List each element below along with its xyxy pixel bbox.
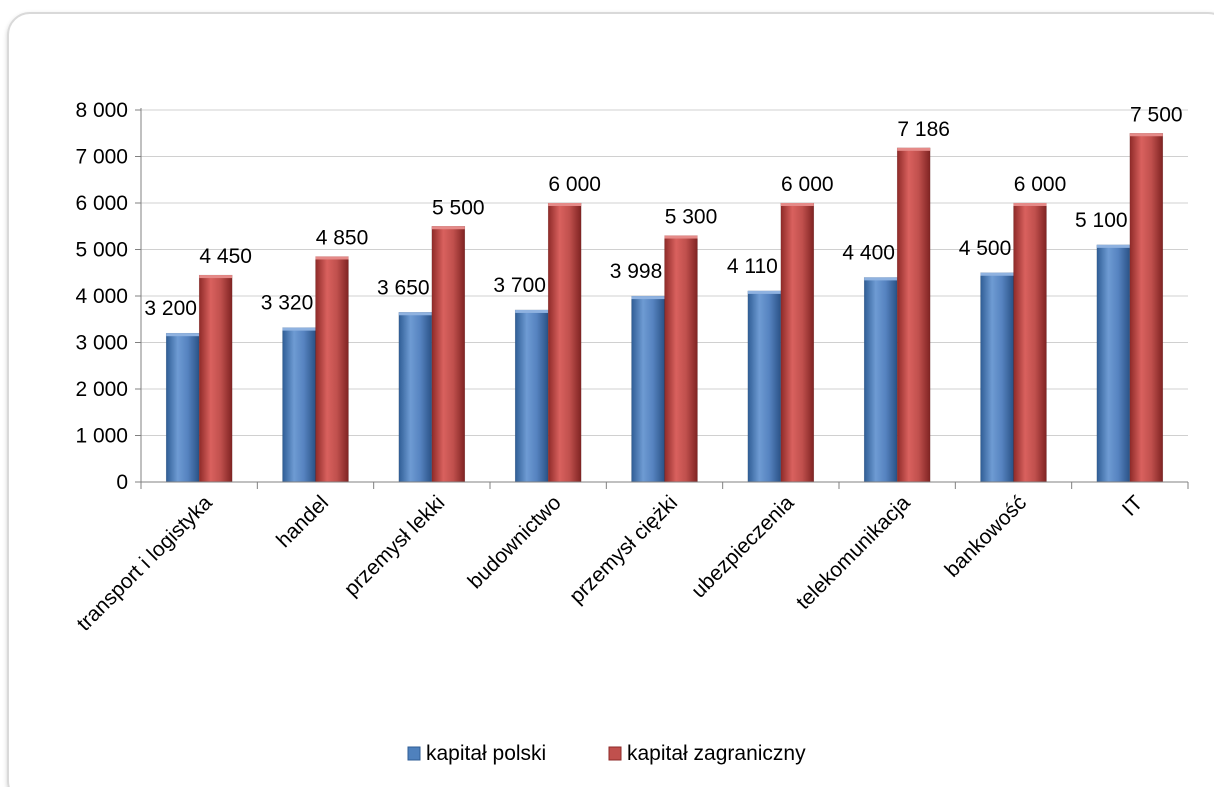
data-label: 3 320 [261, 292, 314, 315]
data-label: 3 998 [610, 260, 663, 283]
y-tick-label: 7 000 [75, 146, 128, 169]
data-label: 3 200 [144, 297, 197, 320]
bar-kapital-zagraniczny [1013, 202, 1047, 483]
data-label: 6 000 [548, 173, 601, 196]
bar-kapital-polski [863, 277, 898, 483]
y-tick-label: 1 000 [75, 425, 128, 448]
y-tick-label: 5 000 [75, 239, 128, 262]
legend-swatch-kapital-polski [407, 746, 421, 761]
legend-label-kapital-polski: kapitał polski [426, 742, 546, 765]
bar-kapital-zagraniczny [431, 226, 466, 483]
bar-top-cap [664, 235, 698, 239]
y-tick-label: 8 000 [75, 99, 128, 122]
bar-top-cap [897, 147, 931, 151]
bar-kapital-zagraniczny [1129, 133, 1164, 483]
bar-kapital-zagraniczny [780, 202, 815, 483]
bar-top-cap [980, 272, 1014, 276]
legend: kapitał polski kapitał zagraniczny [407, 742, 806, 765]
data-label: 4 450 [199, 245, 252, 268]
data-label: 4 500 [959, 237, 1012, 260]
bar-top-cap [1013, 203, 1047, 206]
data-label: 3 700 [493, 274, 546, 297]
y-axis: 0 1 000 2 000 3 000 4 000 5 000 6 000 7 000 8 00… [75, 99, 142, 494]
bar-top-cap [1129, 133, 1163, 137]
y-tick-label: 6 000 [75, 192, 128, 215]
y-tick-label: 4 000 [75, 285, 128, 308]
y-tick-label: 0 [116, 471, 128, 494]
bar-top-cap [282, 327, 316, 331]
bar-top-cap [548, 203, 582, 206]
bar-top-cap [431, 226, 465, 230]
bar-kapital-zagraniczny [664, 235, 698, 483]
bar-kapital-polski [1096, 244, 1131, 483]
bar-top-cap [864, 277, 898, 281]
bar-kapital-polski [514, 309, 549, 483]
bar-kapital-polski [980, 272, 1014, 483]
bar-kapital-polski [282, 327, 316, 483]
data-labels: 3 200 3 320 3 650 3 700 3 998 4 110 4 400 4 500… [144, 103, 1182, 320]
data-label: 4 110 [727, 255, 778, 278]
bar-top-cap [1096, 244, 1130, 248]
bar-kapital-zagraniczny [896, 147, 931, 483]
bar-top-cap [166, 333, 200, 337]
bar-top-cap [631, 296, 665, 300]
bar-top-cap [515, 309, 549, 313]
legend-label-kapital-zagraniczny: kapitał zagraniczny [627, 742, 806, 765]
y-tick-label: 2 000 [75, 378, 128, 401]
data-label: 5 100 [1075, 209, 1128, 232]
data-label: 4 850 [316, 226, 369, 249]
bar-kapital-zagraniczny [547, 202, 582, 483]
bar-top-cap [398, 312, 432, 316]
data-label: 7 500 [1130, 103, 1183, 126]
bar-kapital-polski [747, 290, 782, 483]
bar-top-cap [780, 203, 814, 206]
legend-swatch-kapital-zagraniczny [608, 746, 622, 761]
data-label: 5 300 [665, 206, 718, 229]
data-label: 7 186 [897, 118, 950, 141]
bar-kapital-zagraniczny [198, 274, 233, 483]
data-label: 3 650 [377, 276, 430, 299]
bar-kapital-polski [631, 295, 665, 483]
bar-kapital-polski [398, 312, 433, 483]
data-label: 4 400 [842, 241, 895, 264]
bars [165, 133, 1164, 483]
data-label: 6 000 [1014, 173, 1067, 196]
bar-kapital-polski [165, 332, 200, 483]
bar-top-cap [199, 275, 233, 279]
bar-top-cap [747, 290, 781, 294]
data-label: 5 500 [432, 196, 485, 219]
bar-kapital-zagraniczny [315, 256, 349, 483]
y-tick-label: 3 000 [75, 332, 128, 355]
bar-top-cap [315, 256, 349, 260]
data-label: 6 000 [781, 173, 834, 196]
